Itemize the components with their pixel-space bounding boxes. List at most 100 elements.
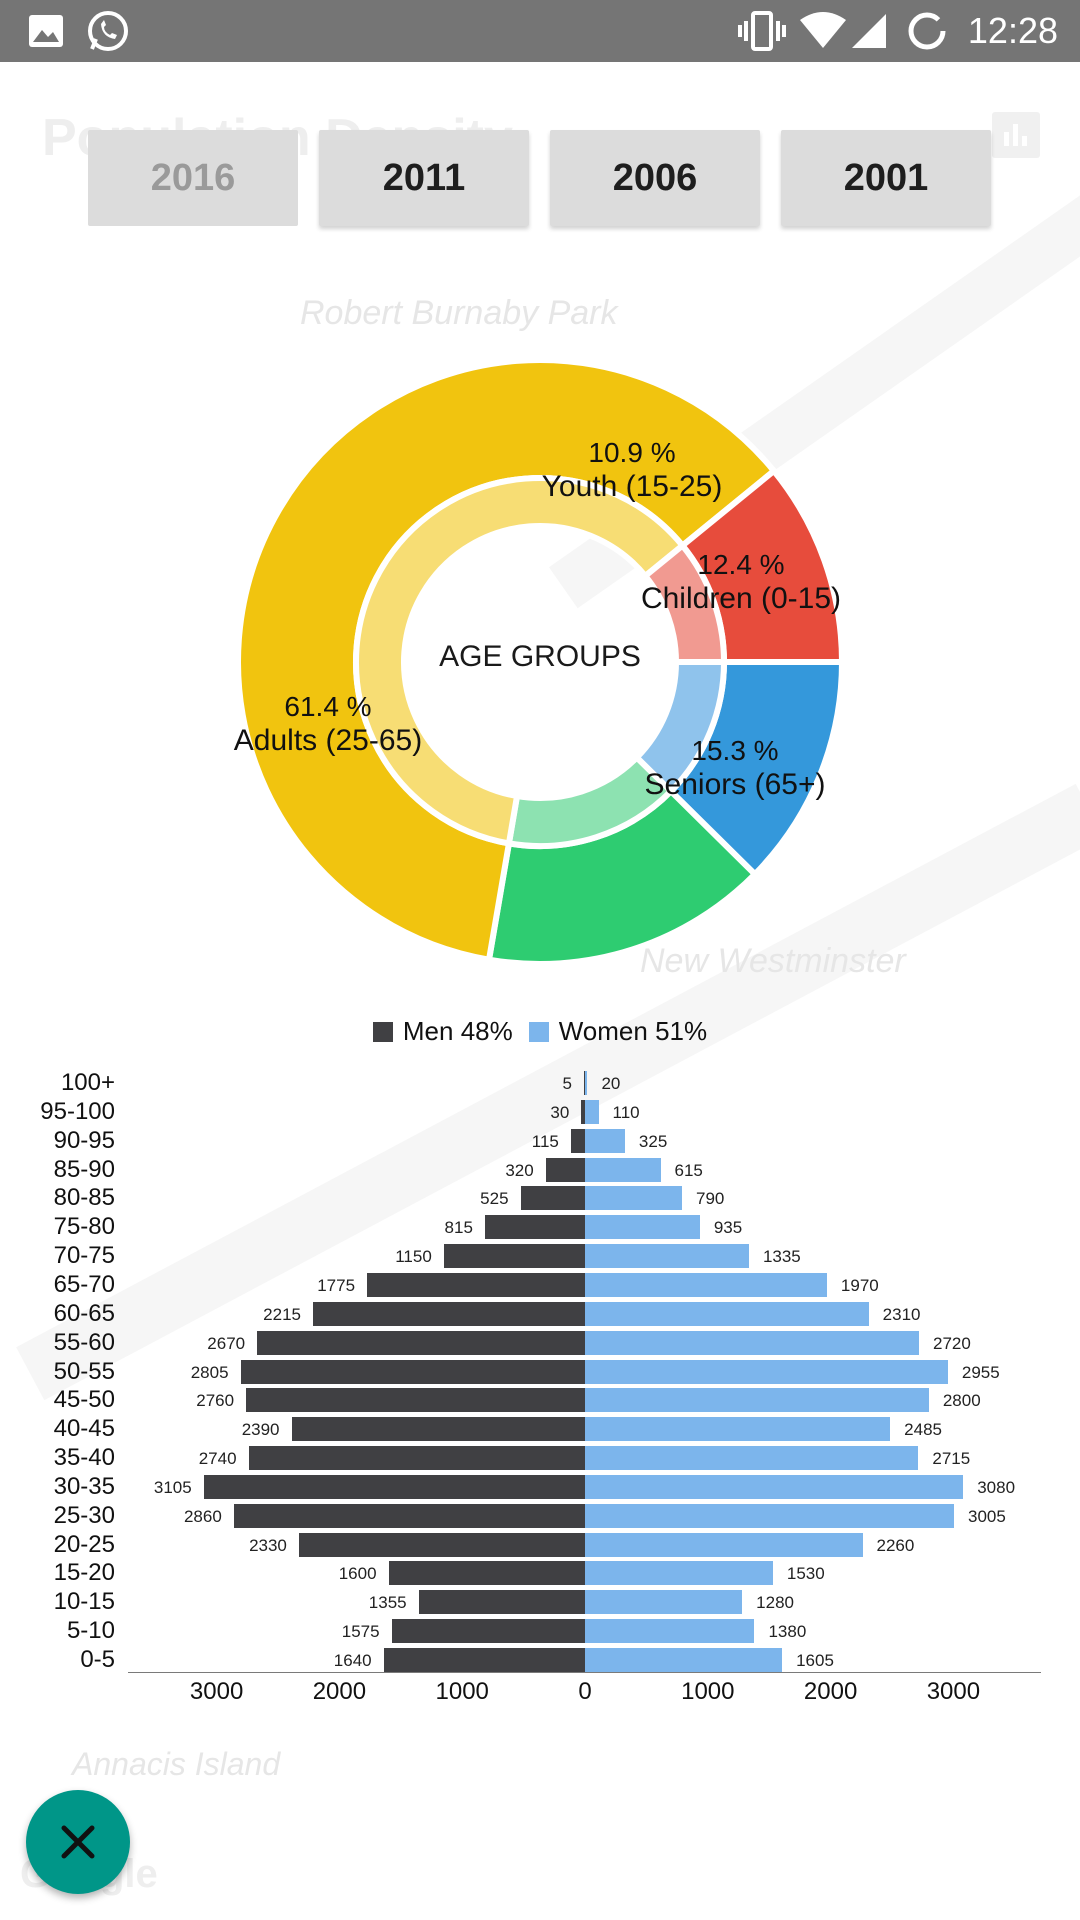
slice-label-seniors: 15.3 % Seniors (65+): [645, 734, 826, 802]
women-bar[interactable]: [585, 1619, 755, 1644]
women-bar[interactable]: [585, 1388, 929, 1413]
men-bar[interactable]: [391, 1619, 585, 1644]
year-button-2016[interactable]: 2016: [88, 130, 298, 226]
women-bar[interactable]: [585, 1330, 920, 1355]
men-bar[interactable]: [257, 1330, 585, 1355]
whatsapp-icon: [86, 0, 130, 62]
men-bar[interactable]: [312, 1301, 585, 1326]
men-value-label: 30: [550, 1102, 570, 1122]
women-bar[interactable]: [585, 1301, 869, 1326]
age-group-label: 55-60: [53, 1328, 115, 1356]
slice-label-adults: 61.4 % Adults (25-65): [234, 690, 422, 758]
legend-swatch: [528, 1021, 549, 1042]
age-group-label: 45-50: [53, 1386, 115, 1414]
year-button-2001[interactable]: 2001: [781, 130, 991, 226]
legend-item-men[interactable]: Men 48%: [372, 1016, 513, 1047]
men-value-label: 2740: [198, 1449, 237, 1469]
slice-percent: 61.4 %: [284, 691, 372, 722]
women-value-label: 3080: [977, 1477, 1016, 1497]
women-value-label: 935: [713, 1218, 743, 1238]
legend-swatch: [372, 1021, 393, 1042]
x-axis-line: [128, 1672, 1041, 1673]
donut-center-title: AGE GROUPS: [439, 640, 641, 673]
age-group-label: 100+: [60, 1069, 115, 1096]
age-group-label: 70-75: [53, 1242, 115, 1270]
women-value-label: 2955: [961, 1362, 1000, 1382]
men-bar[interactable]: [246, 1388, 585, 1413]
men-value-label: 2670: [207, 1333, 246, 1353]
women-value-label: 2715: [932, 1449, 971, 1469]
donut-slice-inner[interactable]: [353, 475, 687, 847]
men-value-label: 1600: [338, 1564, 377, 1584]
men-value-label: 525: [480, 1189, 509, 1209]
legend-label: Women 51%: [558, 1016, 708, 1046]
age-group-label: 5-10: [66, 1617, 115, 1645]
women-bar[interactable]: [585, 1417, 891, 1442]
women-bar[interactable]: [585, 1099, 599, 1124]
men-bar[interactable]: [484, 1215, 585, 1240]
chart-legend: Men 48% Women 51%: [0, 1016, 1080, 1047]
bar-chart-icon[interactable]: [992, 112, 1040, 158]
men-value-label: 2860: [183, 1506, 222, 1526]
women-bar[interactable]: [585, 1186, 682, 1211]
men-bar[interactable]: [418, 1590, 585, 1615]
age-groups-donut-chart: [238, 360, 842, 964]
women-value-label: 1970: [840, 1275, 879, 1295]
men-bar[interactable]: [545, 1157, 585, 1182]
close-button[interactable]: [26, 1790, 130, 1894]
men-bar[interactable]: [383, 1648, 585, 1672]
women-bar[interactable]: [585, 1272, 827, 1297]
slice-percent: 15.3 %: [691, 735, 779, 766]
men-bar[interactable]: [298, 1532, 585, 1557]
women-bar[interactable]: [585, 1532, 863, 1557]
x-axis-tick-label: 1000: [681, 1678, 735, 1705]
women-value-label: 3005: [968, 1506, 1006, 1526]
women-value-label: 1380: [768, 1622, 807, 1642]
year-button-2006[interactable]: 2006: [550, 130, 760, 226]
men-bar[interactable]: [240, 1359, 585, 1384]
donut-slice-inner[interactable]: [641, 541, 728, 665]
men-value-label: 1150: [395, 1247, 432, 1267]
women-bar[interactable]: [585, 1648, 783, 1672]
men-bar[interactable]: [584, 1071, 585, 1095]
women-bar[interactable]: [585, 1503, 954, 1528]
men-bar[interactable]: [443, 1244, 585, 1269]
women-bar[interactable]: [585, 1128, 625, 1153]
women-value-label: 1530: [786, 1564, 825, 1584]
men-value-label: 2215: [263, 1304, 301, 1324]
women-bar[interactable]: [585, 1157, 661, 1182]
women-bar[interactable]: [585, 1446, 919, 1471]
slice-label-children: 12.4 % Children (0-15): [641, 548, 841, 616]
men-value-label: 3105: [153, 1477, 192, 1497]
women-bar[interactable]: [585, 1071, 588, 1095]
men-bar[interactable]: [520, 1186, 585, 1211]
men-bar[interactable]: [291, 1417, 585, 1442]
legend-item-women[interactable]: Women 51%: [528, 1016, 708, 1047]
x-axis-tick-label: 3000: [926, 1678, 981, 1705]
men-value-label: 2390: [241, 1420, 280, 1440]
year-button-2011[interactable]: 2011: [319, 130, 529, 226]
age-group-label: 35-40: [53, 1444, 115, 1472]
women-value-label: 615: [674, 1160, 703, 1180]
x-axis-tick-label: 2000: [312, 1678, 367, 1705]
men-bar[interactable]: [570, 1128, 585, 1153]
men-value-label: 2805: [190, 1362, 229, 1382]
men-bar[interactable]: [233, 1503, 585, 1528]
age-group-label: 15-20: [53, 1559, 115, 1587]
women-bar[interactable]: [585, 1359, 948, 1384]
men-bar[interactable]: [367, 1272, 585, 1297]
age-group-label: 25-30: [53, 1501, 115, 1529]
men-bar[interactable]: [248, 1446, 585, 1471]
women-bar[interactable]: [585, 1244, 749, 1269]
image-icon: [28, 0, 64, 62]
signal-icon: [850, 0, 888, 62]
women-bar[interactable]: [585, 1474, 964, 1499]
women-bar[interactable]: [585, 1590, 743, 1615]
men-bar[interactable]: [388, 1561, 585, 1586]
men-bar[interactable]: [203, 1474, 585, 1499]
men-bar[interactable]: [581, 1099, 585, 1124]
women-bar[interactable]: [585, 1561, 773, 1586]
age-group-label: 95-100: [40, 1097, 115, 1125]
age-group-label: 10-15: [53, 1588, 115, 1616]
women-bar[interactable]: [585, 1215, 700, 1240]
